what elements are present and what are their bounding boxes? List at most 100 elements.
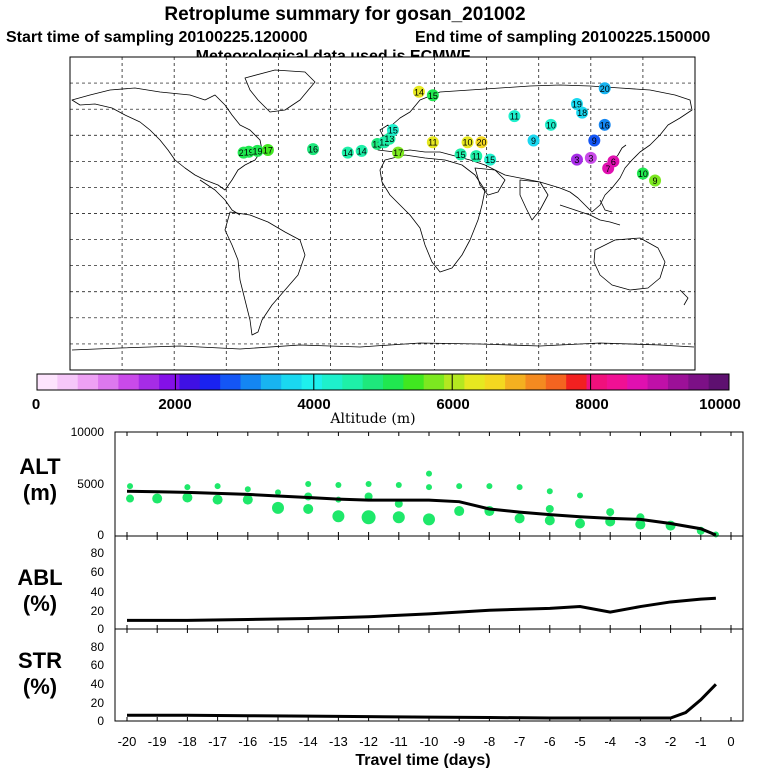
plume-dot	[598, 118, 611, 131]
x-tick-label: -5	[574, 734, 586, 749]
x-tick-label: -10	[420, 734, 439, 749]
figure-title: Retroplume summary for gosan_201002	[164, 4, 525, 25]
retroplume-clusters: 2019191716141413121315171114151020151115…	[237, 82, 662, 187]
x-tick-label: -3	[635, 734, 647, 749]
plume-cluster: 15	[484, 153, 497, 166]
plume-age-label: 7	[606, 164, 611, 174]
plume-cluster: 20	[475, 136, 488, 149]
plume-dot	[649, 174, 662, 187]
plume-age-label: 20	[600, 84, 610, 94]
x-tick-label: -11	[390, 734, 408, 749]
colorbar-label: Altitude (m)	[329, 411, 415, 427]
plume-dot	[392, 146, 405, 159]
plume-age-label: 14	[343, 148, 353, 158]
plume-dot	[412, 85, 425, 98]
plume-age-label: 15	[388, 126, 398, 136]
colorbar-swatch	[57, 374, 79, 390]
plume-age-label: 16	[600, 120, 610, 130]
plume-cluster: 9	[649, 174, 662, 187]
colorbar-swatch	[240, 374, 262, 390]
alt-point	[426, 470, 432, 477]
plume-age-label: 11	[510, 112, 519, 122]
alt-point	[577, 492, 583, 499]
str-panel-label: STR	[18, 648, 62, 673]
plume-cluster: 3	[570, 153, 583, 166]
alt-ytick-10000: 10000	[71, 425, 105, 439]
alt-point	[214, 483, 221, 490]
continent-outlines	[71, 69, 695, 351]
x-tick-label: 0	[727, 734, 734, 749]
plume-cluster: 16	[307, 143, 320, 156]
alt-x-ticks	[126, 432, 732, 536]
alt-point	[361, 510, 376, 525]
plume-age-label: 18	[577, 108, 587, 118]
plume-dot	[251, 144, 264, 157]
plume-cluster: 10	[636, 167, 649, 180]
abl-line	[127, 596, 716, 622]
colorbar-swatch	[179, 374, 201, 390]
x-tick-label: -18	[178, 734, 197, 749]
plume-dot	[544, 118, 557, 131]
colorbar-swatch	[566, 374, 588, 390]
colorbar-swatch	[627, 374, 649, 390]
plume-dot	[355, 144, 368, 157]
x-tick-label: -7	[514, 734, 526, 749]
plume-cluster: 11	[426, 136, 439, 149]
alt-point	[212, 494, 223, 505]
plume-cluster: 15	[386, 124, 399, 137]
plume-cluster: 14	[341, 146, 354, 159]
plume-age-label: 17	[263, 146, 273, 156]
plume-cluster: 9	[527, 134, 540, 147]
abl-ytick-80: 80	[91, 546, 105, 560]
colorbar-swatch	[260, 374, 282, 390]
plume-cluster: 16	[598, 118, 611, 131]
str-panel-frame	[114, 628, 744, 722]
colorbar-swatch	[464, 374, 486, 390]
colorbar-swatch	[688, 374, 710, 390]
plume-age-label: 9	[653, 176, 658, 186]
plume-dot	[598, 82, 611, 95]
alt-ytick-0: 0	[97, 528, 104, 542]
alt-point	[184, 484, 191, 491]
x-tick-label: -20	[118, 734, 137, 749]
plume-cluster: 15	[454, 148, 467, 161]
plume-age-label: 14	[357, 146, 367, 156]
colorbar-swatch	[77, 374, 99, 390]
alt-ytick-5000: 5000	[77, 477, 104, 491]
plume-dot	[454, 148, 467, 161]
plume-cluster: 11	[508, 110, 521, 123]
alt-point	[395, 482, 402, 489]
colorbar-swatch	[301, 374, 323, 390]
alt-point	[126, 494, 135, 503]
abl-panel: 80 60 40 20 0 ABL (%)	[17, 535, 744, 636]
colorbar-swatch	[606, 374, 628, 390]
plume-dot	[588, 134, 601, 147]
colorbar-swatch	[37, 374, 58, 390]
alt-point	[635, 519, 646, 530]
map-gridlines	[70, 57, 695, 370]
plume-dot	[527, 134, 540, 147]
plume-cluster: 20	[598, 82, 611, 95]
alt-point	[606, 508, 615, 517]
x-tick-label: -8	[484, 734, 496, 749]
plume-dot	[426, 89, 439, 102]
plume-cluster: 17	[392, 146, 405, 159]
plume-cluster: 14	[412, 85, 425, 98]
start-time-label: Start time of sampling 20100225.120000	[6, 29, 308, 46]
str-ytick-20: 20	[91, 696, 105, 710]
plume-dot	[470, 150, 483, 163]
colorbar-swatch	[545, 374, 567, 390]
str-panel: 80 60 40 20 0 STR (%)	[18, 628, 744, 728]
alt-point	[456, 483, 463, 490]
plume-cluster: 14	[355, 144, 368, 157]
alt-point	[335, 482, 342, 489]
colorbar-tick-0: 0	[32, 396, 40, 413]
colorbar-swatch	[138, 374, 160, 390]
plume-age-label: 17	[393, 148, 403, 158]
str-ytick-0: 0	[97, 714, 104, 728]
alt-point	[182, 492, 193, 503]
alt-panel: 10000 5000 0 ALT (m)	[19, 425, 744, 542]
x-tick-label: -15	[269, 734, 288, 749]
x-axis-label: Travel time (days)	[355, 752, 490, 768]
